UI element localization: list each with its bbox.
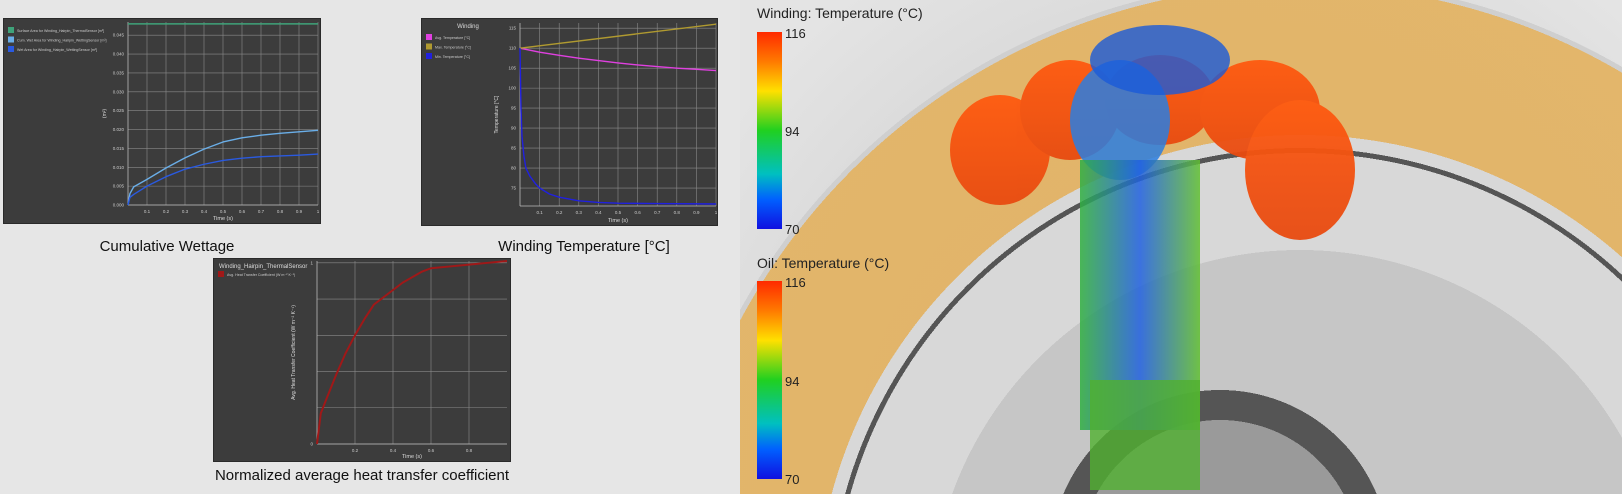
y-tick-label: 95 <box>511 106 517 111</box>
x-axis-label: Time (s) <box>608 218 628 224</box>
winding-colorbar-min: 70 <box>785 222 800 237</box>
y-tick-label: 0.015 <box>113 146 125 151</box>
legend-entry: Surface Area for Winding_Hairpin_Thermal… <box>17 29 104 33</box>
x-tick-label: 0.5 <box>220 209 227 214</box>
charts-panel: 0.1 0.2 0.3 0.4 0.5 0.6 0.7 0.8 0.9 1 0.000 0.005 0.… <box>0 0 738 494</box>
x-tick-label: 0.6 <box>239 209 246 214</box>
x-tick-label: 0.4 <box>390 448 397 453</box>
x-tick-label: 0.9 <box>693 210 700 215</box>
x-tick-label: 0.6 <box>634 210 641 215</box>
x-axis-label: Time (s) <box>402 454 422 460</box>
legend-entry: Min. Temperature [°C] <box>435 55 470 59</box>
x-tick-label: 0.8 <box>277 209 284 214</box>
x-tick-label: 0.2 <box>163 209 170 214</box>
y-tick-label: 0.025 <box>113 108 125 113</box>
y-tick-label: 0.000 <box>113 203 125 208</box>
chart-svg: 0.1 0.2 0.3 0.4 0.5 0.6 0.7 0.8 0.9 1 75 80 85 90 95 10… <box>426 23 718 224</box>
legend-entry: Avg. Temperature [°C] <box>435 36 470 40</box>
x-tick-label: 0.3 <box>576 210 583 215</box>
y-tick-label: 0.020 <box>113 127 125 132</box>
winding-temperature-caption: Winding Temperature [°C] <box>498 238 670 255</box>
cumulative-wettage-chart: 0.1 0.2 0.3 0.4 0.5 0.6 0.7 0.8 0.9 1 0.000 0.005 0.… <box>3 18 321 224</box>
x-tick-label: 0.3 <box>182 209 189 214</box>
y-tick-label: 0.045 <box>113 33 125 38</box>
legend-swatch <box>426 53 432 59</box>
y-tick-label: 100 <box>508 86 516 91</box>
legend-swatch <box>8 36 14 43</box>
x-tick-label: 0.4 <box>595 210 602 215</box>
winding-colorbar <box>757 32 782 229</box>
x-tick-label: 0.4 <box>201 209 208 214</box>
x-tick-label: 0.8 <box>466 448 473 453</box>
legend-swatch <box>426 43 432 50</box>
x-tick-label: 0.7 <box>654 210 661 215</box>
y-tick-label: 0 <box>310 442 313 447</box>
series-line <box>519 47 717 72</box>
legend-swatch <box>8 46 14 52</box>
y-tick-label: 115 <box>509 26 517 31</box>
y-tick-label: 0.010 <box>113 165 125 170</box>
simulation-render: Winding: Temperature (°C) 116 94 70 Oil:… <box>740 0 1622 494</box>
motor-oil-render-image <box>950 25 1355 490</box>
winding-colorbar-mid: 94 <box>785 124 800 139</box>
series-line <box>127 153 319 206</box>
series-line <box>519 23 717 49</box>
legend-entry: Wet Area for Winding_Hairpin_WettingSens… <box>17 48 97 52</box>
y-axis-label: Temperature [°C] <box>494 95 500 133</box>
y-tick-label: 85 <box>511 146 517 151</box>
x-tick-label: 1 <box>715 210 717 215</box>
chart-title: Winding_Hairpin_ThermalSensor <box>219 264 307 270</box>
x-tick-label: 0.6 <box>428 448 435 453</box>
oil-colorbar-mid: 94 <box>785 374 800 389</box>
series-line <box>316 260 508 445</box>
series-line <box>519 48 717 205</box>
chart-title: Winding <box>457 24 479 30</box>
y-axis-label: Avg. Heat Transfer Coefficient (W m⁻² K⁻… <box>291 305 297 400</box>
x-tick-label: 0.8 <box>674 210 681 215</box>
y-tick-label: 1 <box>310 260 313 265</box>
x-tick-label: 0.9 <box>296 209 303 214</box>
oil-colorbar-max: 116 <box>785 275 806 290</box>
chart-svg: 0.2 0.4 0.6 0.8 0 1 Time (s) Avg. Heat Transfer… <box>218 260 508 460</box>
x-tick-label: 0.7 <box>258 209 265 214</box>
winding-temperature-chart: 0.1 0.2 0.3 0.4 0.5 0.6 0.7 0.8 0.9 1 75 80 85 90 95 10… <box>421 18 718 226</box>
y-tick-label: 110 <box>509 46 517 51</box>
x-tick-label: 0.1 <box>144 209 151 214</box>
legend-swatch <box>8 27 14 33</box>
y-tick-label: 0.005 <box>113 184 125 189</box>
y-tick-label: 0.030 <box>113 89 125 94</box>
y-axis-label: (m²) <box>102 109 108 118</box>
winding-colorbar-max: 116 <box>785 26 806 41</box>
x-axis-label: Time (s) <box>213 216 233 222</box>
legend-swatch <box>218 271 224 277</box>
series-line <box>127 129 319 206</box>
oil-colorbar-title: Oil: Temperature (°C) <box>757 255 890 271</box>
x-tick-label: 1 <box>317 209 320 214</box>
chart-svg: 0.1 0.2 0.3 0.4 0.5 0.6 0.7 0.8 0.9 1 0.000 0.005 0.… <box>8 22 320 222</box>
y-tick-label: 0.035 <box>113 70 125 75</box>
oil-colorbar <box>757 281 782 479</box>
legend-entry: Cum. Wet Area for Winding_Hairpin_Wettin… <box>17 39 107 43</box>
y-tick-label: 90 <box>511 126 517 131</box>
y-tick-label: 0.040 <box>113 52 125 57</box>
x-tick-label: 0.5 <box>615 210 622 215</box>
legend-entry: Max. Temperature [°C] <box>435 46 471 50</box>
cumulative-wettage-caption: Cumulative Wettage <box>99 238 235 255</box>
oil-colorbar-min: 70 <box>785 472 800 487</box>
legend-entry: Avg. Heat Transfer Coefficient (W m⁻² K⁻… <box>227 273 295 277</box>
y-tick-label: 80 <box>511 166 517 171</box>
y-tick-label: 75 <box>511 186 517 191</box>
x-tick-label: 0.2 <box>352 448 359 453</box>
winding-colorbar-title: Winding: Temperature (°C) <box>757 5 923 21</box>
legend-swatch <box>426 34 432 40</box>
heat-transfer-caption: Normalized average heat transfer coeffic… <box>214 467 510 484</box>
x-tick-label: 0.2 <box>556 210 563 215</box>
heat-transfer-chart: 0.2 0.4 0.6 0.8 0 1 Time (s) Avg. Heat Transfer… <box>213 258 511 462</box>
y-tick-label: 105 <box>508 66 516 71</box>
x-tick-label: 0.1 <box>536 210 543 215</box>
